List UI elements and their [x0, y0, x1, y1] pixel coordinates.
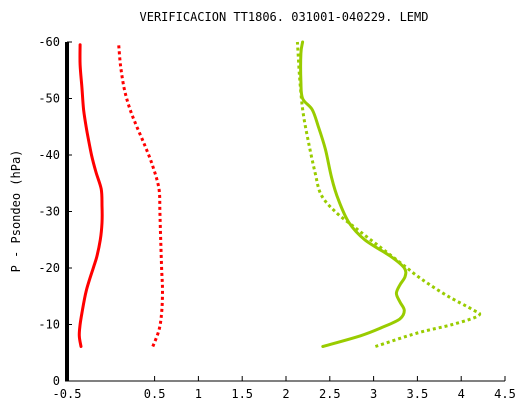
y-tick-label: -50: [38, 92, 60, 106]
series-line-3-solid: [299, 40, 408, 348]
series-line-1-solid: [77, 43, 104, 348]
y-tick-label: -40: [38, 148, 60, 162]
y-tick-label: -20: [38, 261, 60, 275]
x-tick-label: 4: [458, 387, 465, 401]
y-tick-label: -30: [38, 205, 60, 219]
x-tick-label: 0.5: [144, 387, 166, 401]
y-tick-label: 0: [53, 374, 60, 388]
x-tick-label: -0.5: [53, 387, 82, 401]
y-tick-label: -10: [38, 318, 60, 332]
y-tick-label: -60: [38, 35, 60, 49]
x-tick-label: 2: [282, 387, 289, 401]
series-line-2-dotted: [117, 44, 164, 348]
chart-title: VERIFICACION TT1806. 031001-040229. LEMD: [140, 10, 429, 24]
x-tick-label: 1.5: [231, 387, 253, 401]
x-tick-label: 3.5: [407, 387, 429, 401]
x-tick-label: 4.5: [494, 387, 516, 401]
plot-area: -0.5 0.5 1 1.5 2 2.5 3 3.5 4 4.5 0 -10 -20 -30 -40 -50…: [38, 35, 516, 401]
y-axis-title: P - Psondeo (hPa): [9, 150, 23, 273]
series-line-4-dotted: [295, 41, 482, 348]
x-tick-label: 3: [370, 387, 377, 401]
axes-frame: [65, 42, 505, 382]
x-axis-ticks: -0.5 0.5 1 1.5 2 2.5 3 3.5 4 4.5: [53, 376, 516, 401]
x-tick-label: 2.5: [319, 387, 341, 401]
x-tick-label: 1: [195, 387, 202, 401]
series-layer: [77, 40, 482, 348]
y-axis-ticks: 0 -10 -20 -30 -40 -50 -60: [38, 35, 72, 388]
